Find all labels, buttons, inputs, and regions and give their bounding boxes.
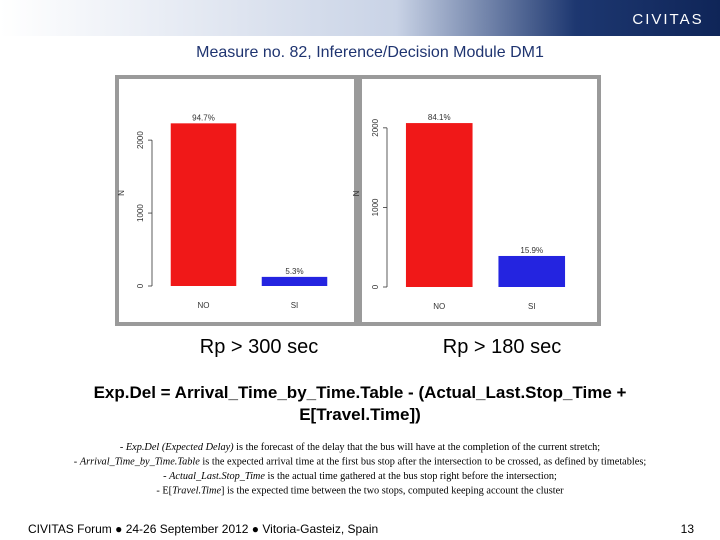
- formula-line: E[Travel.Time]): [299, 405, 421, 424]
- definition-line: - Arrival_Time_by_Time.Table is the expe…: [74, 457, 647, 468]
- definition-segment: -: [163, 471, 169, 482]
- bar: [405, 123, 473, 287]
- definition-segment: is the actual time gathered at the bus s…: [265, 471, 557, 482]
- definition-segment: is the expected arrival time at the firs…: [200, 457, 646, 468]
- bar: [170, 123, 237, 286]
- x-tick-label: SI: [528, 302, 536, 311]
- y-tick-label: 1000: [136, 204, 145, 222]
- definition-segment: is the forecast of the delay that the bu…: [234, 442, 601, 453]
- y-axis-label: N: [352, 190, 361, 196]
- y-axis-label: N: [117, 190, 126, 196]
- y-tick-label: 1000: [371, 198, 380, 216]
- definition-segment: ] is the expected time between the two s…: [221, 486, 564, 497]
- definition-segment: -: [120, 442, 126, 453]
- definition-line: - Exp.Del (Expected Delay) is the foreca…: [120, 442, 600, 453]
- page-number: 13: [681, 522, 695, 536]
- logo: CIVITAS: [632, 11, 703, 28]
- y-tick-label: 0: [371, 284, 380, 289]
- definition-segment: - E[: [156, 486, 172, 497]
- formula-line: Exp.Del = Arrival_Time_by_Time.Table - (…: [94, 383, 627, 402]
- bar-annotation: 84.1%: [428, 113, 451, 122]
- x-tick-label: SI: [291, 301, 299, 310]
- y-tick-label: 2000: [136, 131, 145, 149]
- definition-segment: Actual_Last.Stop_Time: [168, 471, 265, 482]
- slide-title: Measure no. 82, Inference/Decision Modul…: [196, 44, 544, 61]
- x-tick-label: NO: [198, 301, 210, 310]
- footer-text: CIVITAS Forum ● 24-26 September 2012 ● V…: [28, 522, 378, 536]
- definition-line: - E[Travel.Time] is the expected time be…: [156, 486, 564, 497]
- y-tick-label: 2000: [371, 118, 380, 136]
- y-tick-label: 0: [136, 283, 145, 288]
- header-band: [0, 0, 720, 36]
- bar-annotation: 5.3%: [285, 267, 303, 276]
- definition-segment: Exp.Del (Expected Delay): [125, 442, 234, 453]
- bar-annotation: 15.9%: [520, 246, 543, 255]
- chart-caption: Rp > 300 sec: [200, 336, 318, 358]
- definition-segment: Arrival_Time_by_Time.Table: [79, 457, 200, 468]
- definition-segment: Travel.Time: [172, 486, 221, 497]
- chart-caption: Rp > 180 sec: [443, 336, 561, 358]
- bar-annotation: 94.7%: [192, 113, 215, 122]
- definition-line: - Actual_Last.Stop_Time is the actual ti…: [163, 471, 557, 482]
- bar: [261, 276, 328, 286]
- x-tick-label: NO: [433, 302, 445, 311]
- definition-segment: -: [74, 457, 80, 468]
- bar: [498, 255, 566, 287]
